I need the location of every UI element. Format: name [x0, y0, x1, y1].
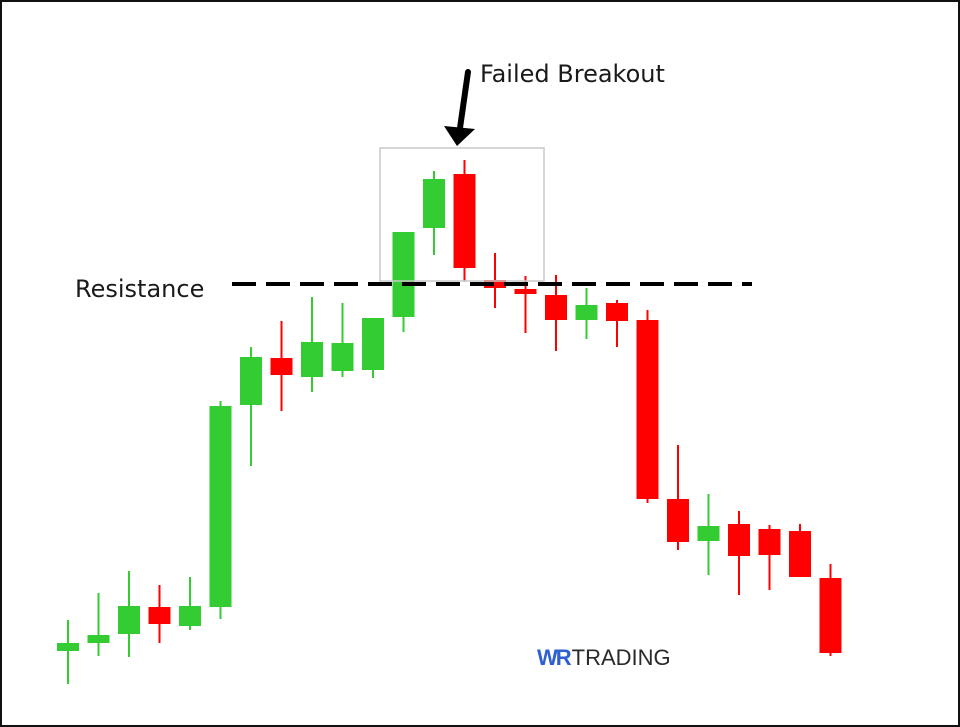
failed-breakout-box [379, 147, 545, 282]
candle-22 [697, 494, 720, 575]
candle-body [362, 318, 384, 370]
candle-body [87, 635, 110, 643]
candle-19 [606, 300, 628, 347]
candle-body [118, 606, 140, 634]
candle-body [758, 529, 781, 555]
candle-7 [240, 347, 262, 466]
candle-body [453, 174, 476, 268]
candle-6 [209, 401, 232, 619]
candle-body [514, 289, 537, 294]
candle-body [728, 524, 750, 556]
candle-17 [545, 275, 567, 351]
svg-text:WRTRADING: WRTRADING [537, 645, 671, 670]
candle-4 [148, 585, 171, 643]
candle-2 [87, 593, 110, 656]
logo-wr: WR [537, 645, 572, 670]
candle-body [575, 305, 598, 320]
candle-21 [667, 445, 689, 550]
logo-trading: TRADING [572, 645, 671, 670]
candle-9 [301, 297, 323, 392]
candle-body [423, 179, 445, 228]
wr-trading-logo: WRTRADING [537, 645, 671, 670]
candle-14 [453, 160, 476, 281]
candle-body [819, 578, 842, 653]
candle-body [301, 342, 323, 377]
candle-20 [636, 310, 659, 503]
failed-breakout-label: Failed Breakout [480, 60, 665, 88]
candle-3 [118, 571, 140, 657]
candle-25 [789, 524, 811, 577]
candle-body [209, 406, 232, 607]
candle-13 [423, 171, 445, 255]
candle-body [606, 303, 628, 321]
candle-body [148, 607, 171, 624]
candle-18 [575, 288, 598, 339]
candle-body [270, 358, 293, 375]
candle-11 [362, 318, 384, 378]
candle-26 [819, 564, 842, 656]
candle-body [484, 280, 506, 288]
candle-10 [331, 303, 354, 377]
candle-5 [179, 577, 201, 630]
candle-body [667, 499, 689, 542]
candle-body [545, 295, 567, 320]
candles-group [57, 160, 842, 684]
candle-body [789, 531, 811, 577]
candle-body [697, 526, 720, 541]
candle-body [392, 232, 415, 317]
candle-23 [728, 511, 750, 595]
resistance-label: Resistance [75, 275, 204, 303]
candle-8 [270, 321, 293, 411]
arrow-down-icon [444, 69, 475, 146]
candle-body [636, 320, 659, 499]
candle-body [179, 606, 201, 626]
candle-1 [57, 620, 79, 684]
candle-body [57, 643, 79, 651]
candle-24 [758, 525, 781, 590]
candle-body [240, 357, 262, 405]
candle-body [331, 343, 354, 371]
